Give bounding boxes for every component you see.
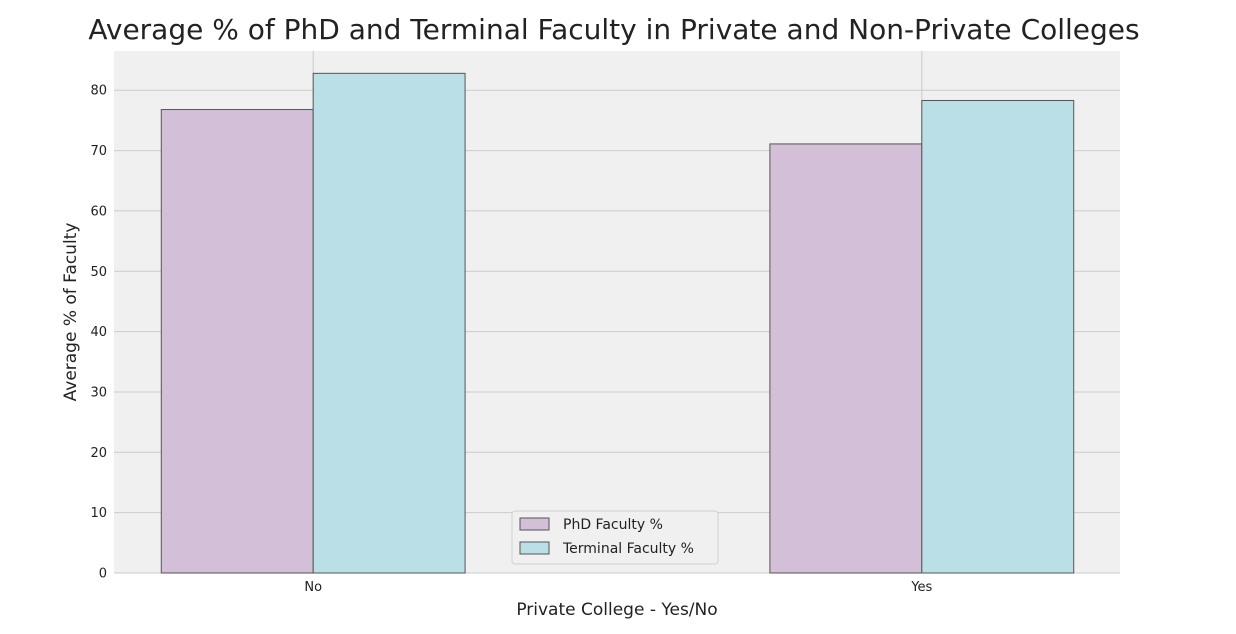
- y-tick-label: 80: [90, 84, 107, 99]
- y-tick-labels: 0 10 20 30 40 50 60 70 80: [90, 84, 107, 582]
- y-tick-label: 30: [90, 385, 107, 400]
- y-tick-label: 60: [90, 204, 107, 219]
- legend-label-phd: PhD Faculty %: [563, 517, 663, 533]
- x-axis-label: Private College - Yes/No: [516, 600, 717, 620]
- y-tick-label: 50: [90, 265, 107, 280]
- y-axis-label: Average % of Faculty: [61, 223, 81, 402]
- legend-label-terminal: Terminal Faculty %: [562, 541, 694, 557]
- bar-terminal-faculty-no: [312, 72, 466, 574]
- x-tick-label: Yes: [910, 580, 932, 595]
- y-tick-label: 70: [90, 144, 107, 159]
- bar-phd-faculty-no: [160, 109, 314, 574]
- legend: PhD Faculty % Terminal Faculty %: [511, 510, 719, 565]
- y-tick-label: 10: [90, 506, 107, 521]
- y-tick-label: 0: [99, 567, 107, 582]
- bars: [160, 72, 1075, 574]
- y-tick-label: 40: [90, 325, 107, 340]
- y-tick-label: 20: [90, 446, 107, 461]
- legend-swatch-terminal: [519, 541, 550, 555]
- legend-swatch-phd: [519, 517, 550, 531]
- chart-title: Average % of PhD and Terminal Faculty in…: [88, 13, 1139, 46]
- bar-phd-faculty-yes: [769, 143, 923, 574]
- x-tick-label: No: [304, 580, 322, 595]
- x-tick-labels: No Yes: [304, 580, 932, 595]
- legend-box: [511, 510, 719, 565]
- bar-terminal-faculty-yes: [921, 99, 1075, 574]
